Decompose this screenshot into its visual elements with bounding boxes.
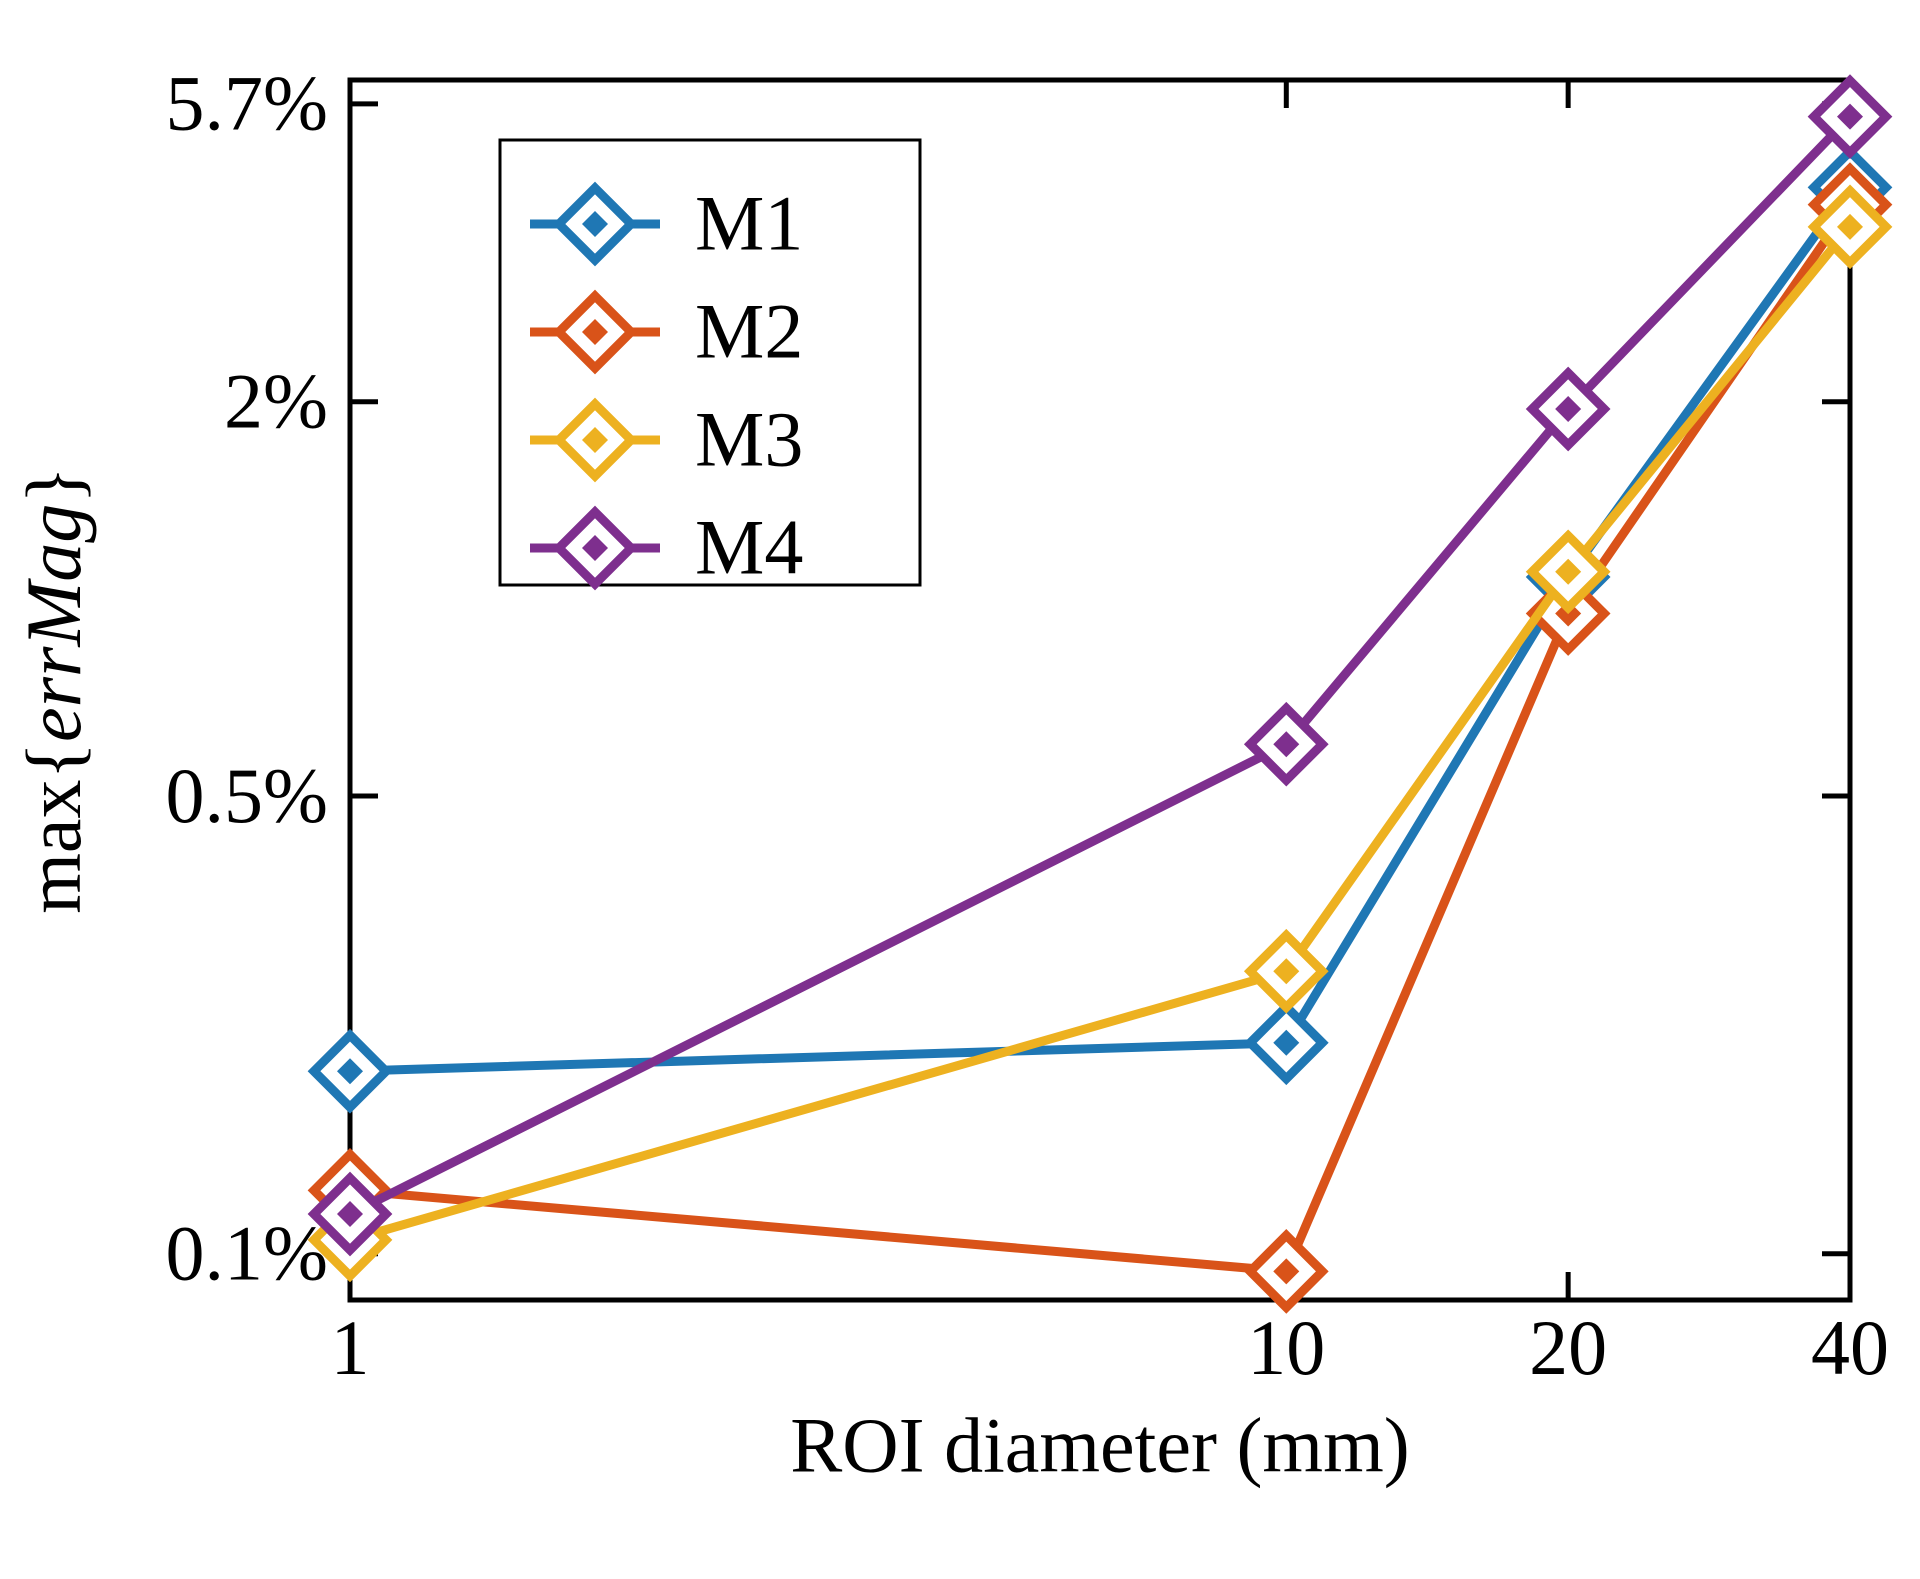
y-tick-label: 0.1% [166, 1210, 328, 1297]
y-axis-label: max{errMag} [10, 466, 97, 914]
y-tick-label: 5.7% [166, 60, 328, 147]
x-tick-label: 10 [1247, 1304, 1325, 1391]
legend-label: M3 [695, 396, 803, 483]
y-tick-label: 2% [224, 358, 328, 445]
x-tick-label: 1 [331, 1304, 370, 1391]
chart-container: 1 10 20 40 0.1% 0.5% 2% 5.7% ROI diameter (mm) ma… [0, 0, 1920, 1579]
legend-label: M1 [695, 180, 803, 267]
x-tick-label: 40 [1811, 1304, 1889, 1391]
y-tick-label: 0.5% [166, 752, 328, 839]
error-magnitude-chart: 1 10 20 40 0.1% 0.5% 2% 5.7% ROI diameter (mm) ma… [0, 0, 1920, 1579]
x-tick-label: 20 [1529, 1304, 1607, 1391]
legend-label: M4 [695, 504, 803, 591]
legend: M1 M2 M3 M4 [500, 140, 920, 591]
x-axis-label: ROI diameter (mm) [790, 1402, 1409, 1489]
legend-label: M2 [695, 288, 803, 375]
